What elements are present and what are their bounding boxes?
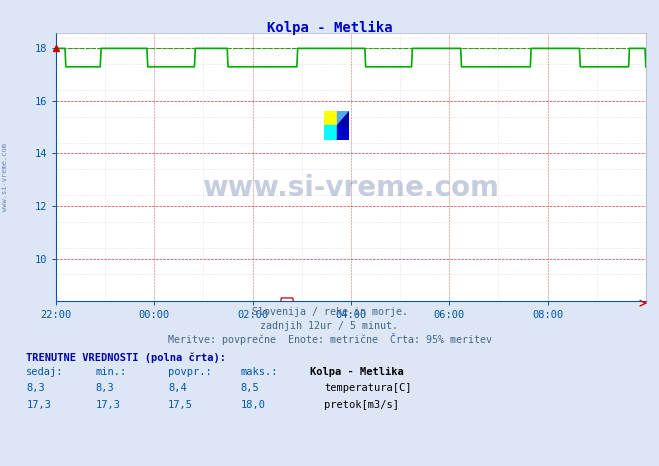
Text: Slovenija / reke in morje.: Slovenija / reke in morje. — [252, 307, 407, 316]
Text: 8,4: 8,4 — [168, 384, 186, 393]
Text: 8,3: 8,3 — [26, 384, 45, 393]
Text: Kolpa - Metlika: Kolpa - Metlika — [267, 21, 392, 35]
Text: Kolpa - Metlika: Kolpa - Metlika — [310, 367, 403, 377]
Text: 8,5: 8,5 — [241, 384, 259, 393]
Text: 17,3: 17,3 — [26, 400, 51, 410]
Text: pretok[m3/s]: pretok[m3/s] — [324, 400, 399, 410]
Text: min.:: min.: — [96, 367, 127, 377]
Text: Meritve: povprečne  Enote: metrične  Črta: 95% meritev: Meritve: povprečne Enote: metrične Črta:… — [167, 333, 492, 344]
Bar — [324, 111, 337, 125]
Polygon shape — [337, 111, 349, 125]
Text: 8,3: 8,3 — [96, 384, 114, 393]
Text: 18,0: 18,0 — [241, 400, 266, 410]
Text: maks.:: maks.: — [241, 367, 278, 377]
Text: TRENUTNE VREDNOSTI (polna črta):: TRENUTNE VREDNOSTI (polna črta): — [26, 353, 226, 363]
Text: povpr.:: povpr.: — [168, 367, 212, 377]
Text: temperatura[C]: temperatura[C] — [324, 384, 412, 393]
Text: www.si-vreme.com: www.si-vreme.com — [202, 174, 500, 202]
Text: 17,3: 17,3 — [96, 400, 121, 410]
Bar — [337, 125, 349, 140]
Text: 17,5: 17,5 — [168, 400, 193, 410]
Text: zadnjih 12ur / 5 minut.: zadnjih 12ur / 5 minut. — [260, 321, 399, 330]
Bar — [324, 125, 337, 140]
Text: www.si-vreme.com: www.si-vreme.com — [2, 143, 9, 211]
Text: sedaj:: sedaj: — [26, 367, 64, 377]
Polygon shape — [337, 111, 349, 125]
